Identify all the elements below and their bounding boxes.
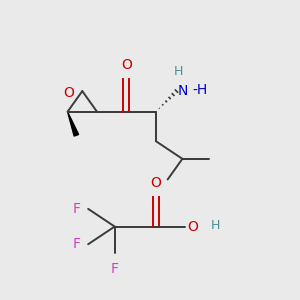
Text: O: O — [187, 220, 198, 234]
Text: O: O — [121, 58, 132, 72]
Text: O: O — [64, 85, 74, 100]
Text: H: H — [210, 220, 220, 232]
Text: F: F — [73, 202, 81, 216]
Text: O: O — [151, 176, 161, 190]
Text: N: N — [178, 84, 188, 98]
Text: F: F — [111, 262, 119, 276]
Polygon shape — [68, 112, 79, 136]
Text: -H: -H — [193, 82, 208, 97]
Text: F: F — [73, 237, 81, 251]
Text: H: H — [173, 65, 183, 79]
